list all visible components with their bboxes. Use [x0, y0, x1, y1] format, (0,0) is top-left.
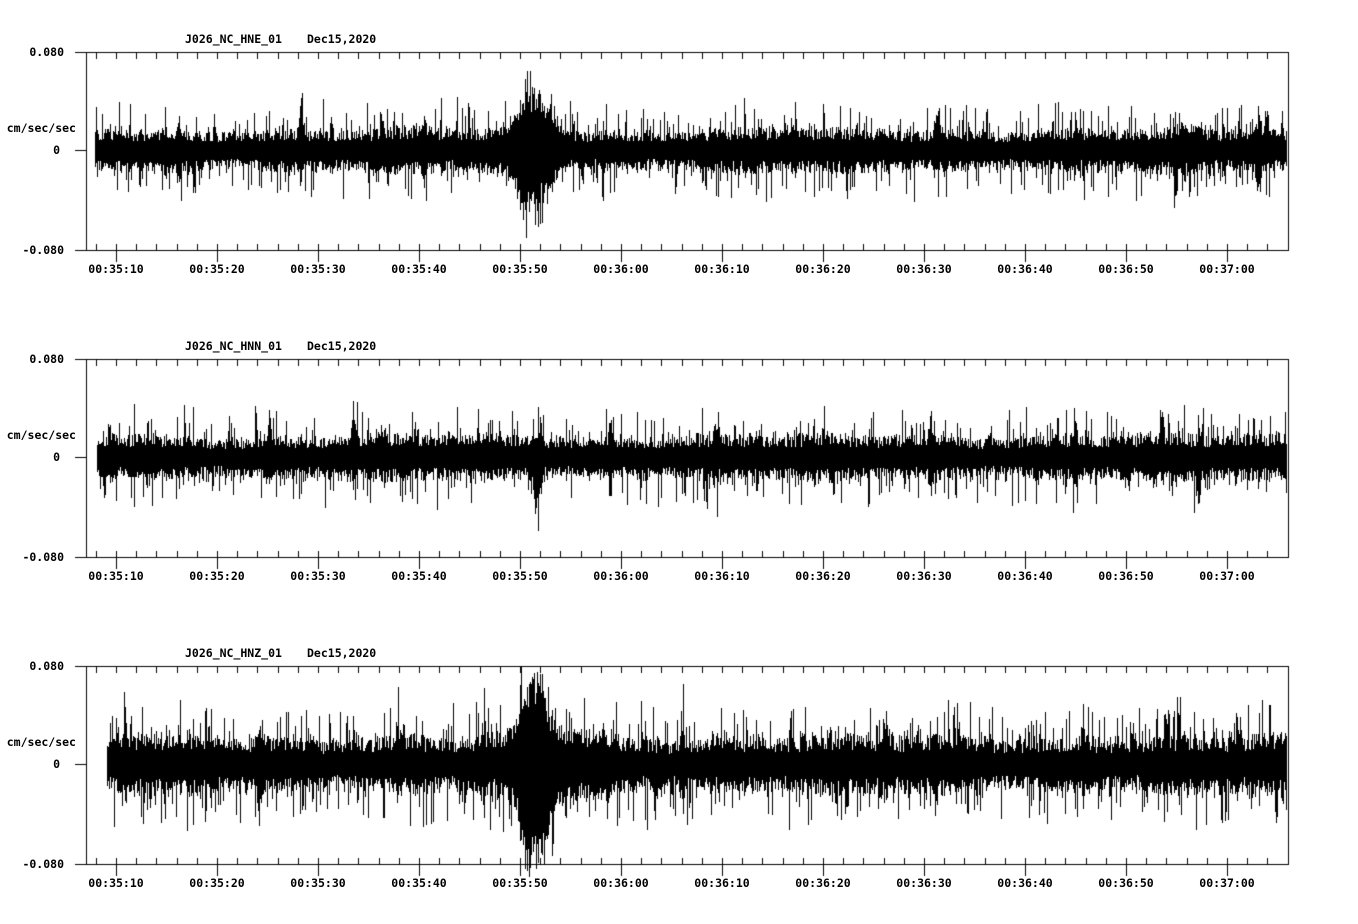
- x-axis-tick-labels: 00:35:10 00:35:20 00:35:30 00:35:40 00:35:50…: [0, 877, 1358, 892]
- x-tick-label: 00:35:10: [88, 569, 144, 583]
- x-tick-label: 00:36:30: [896, 569, 952, 583]
- x-tick-label: 00:36:30: [896, 262, 952, 276]
- y-axis-min-label: -0.080: [22, 243, 64, 257]
- x-axis-tick-labels: 00:35:10 00:35:20 00:35:30 00:35:40 00:35:50…: [0, 570, 1358, 585]
- x-tick-label: 00:36:10: [694, 876, 750, 890]
- x-tick-label: 00:36:50: [1098, 262, 1154, 276]
- panel-title-date: Dec15,2020: [307, 339, 377, 353]
- y-axis-unit-label: cm/sec/sec: [6, 735, 76, 749]
- x-tick-label: 00:35:30: [290, 876, 346, 890]
- y-axis-zero-label: 0: [53, 757, 60, 771]
- x-tick-label: 00:35:20: [189, 876, 245, 890]
- x-tick-label: 00:35:40: [391, 876, 447, 890]
- x-tick-label: 00:36:20: [795, 876, 851, 890]
- y-axis-min-label: -0.080: [22, 550, 64, 564]
- panel-title-station: J026_NC_HNZ_01: [185, 646, 282, 660]
- y-axis-zero-label: 0: [53, 143, 60, 157]
- x-tick-label: 00:36:00: [593, 569, 649, 583]
- y-axis-zero-label: 0: [53, 450, 60, 464]
- y-axis-max-label: 0.080: [29, 659, 64, 673]
- panel-title-date: Dec15,2020: [307, 646, 377, 660]
- x-tick-label: 00:36:10: [694, 569, 750, 583]
- y-axis-unit-label: cm/sec/sec: [6, 428, 76, 442]
- x-tick-label: 00:37:00: [1199, 569, 1255, 583]
- x-tick-label: 00:36:40: [997, 876, 1053, 890]
- x-tick-label: 00:36:40: [997, 569, 1053, 583]
- x-tick-label: 00:36:30: [896, 876, 952, 890]
- y-axis-min-label: -0.080: [22, 857, 64, 871]
- x-tick-label: 00:35:20: [189, 569, 245, 583]
- x-tick-label: 00:36:50: [1098, 569, 1154, 583]
- x-tick-label: 00:35:30: [290, 569, 346, 583]
- y-axis-max-label: 0.080: [29, 352, 64, 366]
- x-tick-label: 00:35:40: [391, 569, 447, 583]
- x-tick-label: 00:35:50: [492, 262, 548, 276]
- x-tick-label: 00:36:40: [997, 262, 1053, 276]
- x-tick-label: 00:36:20: [795, 262, 851, 276]
- panel-title-station: J026_NC_HNN_01: [185, 339, 282, 353]
- x-tick-label: 00:35:50: [492, 876, 548, 890]
- x-tick-label: 00:35:40: [391, 262, 447, 276]
- x-axis-tick-labels: 00:35:10 00:35:20 00:35:30 00:35:40 00:35:50…: [0, 263, 1358, 278]
- x-tick-label: 00:37:00: [1199, 262, 1255, 276]
- x-tick-label: 00:36:50: [1098, 876, 1154, 890]
- y-axis-max-label: 0.080: [29, 45, 64, 59]
- x-tick-label: 00:37:00: [1199, 876, 1255, 890]
- panel-title-station: J026_NC_HNE_01: [185, 32, 282, 46]
- x-tick-label: 00:35:50: [492, 569, 548, 583]
- panel-title-date: Dec15,2020: [307, 32, 377, 46]
- x-tick-label: 00:35:10: [88, 876, 144, 890]
- x-tick-label: 00:35:20: [189, 262, 245, 276]
- x-tick-label: 00:36:10: [694, 262, 750, 276]
- x-tick-label: 00:36:00: [593, 262, 649, 276]
- x-tick-label: 00:35:30: [290, 262, 346, 276]
- x-tick-label: 00:36:00: [593, 876, 649, 890]
- y-axis-unit-label: cm/sec/sec: [6, 121, 76, 135]
- x-tick-label: 00:36:20: [795, 569, 851, 583]
- x-tick-label: 00:35:10: [88, 262, 144, 276]
